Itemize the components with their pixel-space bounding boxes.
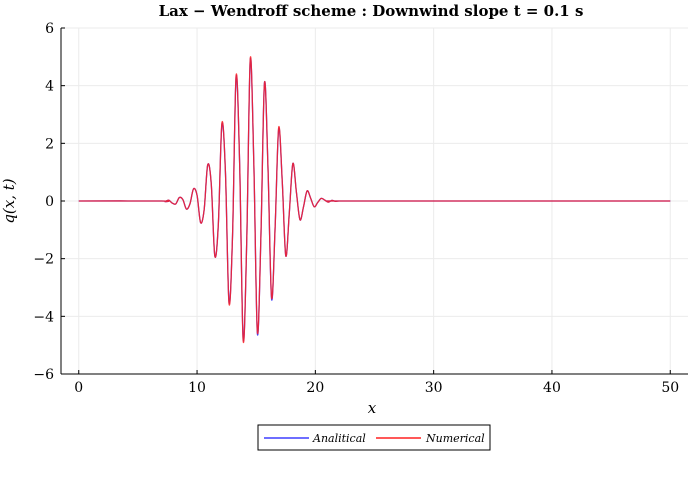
series [78, 56, 671, 344]
x-axis-label: x [368, 399, 377, 417]
y-tick-label: 0 [45, 194, 54, 210]
y-tick-label: 2 [45, 136, 54, 152]
series-line-analitical [78, 57, 671, 342]
x-tick-label: 10 [188, 380, 206, 396]
legend-label-numerical: Numerical [425, 432, 485, 445]
y-tick-label: −6 [33, 367, 54, 383]
x-tick-label: 40 [543, 380, 561, 396]
series-line-numerical [78, 56, 671, 344]
x-tick-label: 30 [425, 380, 443, 396]
x-tick-label: 0 [74, 380, 83, 396]
y-tick-label: 4 [45, 79, 54, 95]
legend-label-analitical: Analitical [312, 432, 366, 445]
y-tick-label: −2 [33, 252, 54, 268]
ticks: 0 10 20 30 40 50 −6 −4 −2 0 2 4 6 [33, 21, 679, 396]
y-axis-label: q(x, t) [0, 178, 18, 223]
chart-title: Lax − Wendroff scheme : Downwind slope t… [159, 2, 584, 20]
y-tick-label: 6 [45, 21, 54, 37]
y-tick-label: −4 [33, 309, 54, 325]
x-tick-label: 20 [306, 380, 324, 396]
x-tick-label: 50 [661, 380, 679, 396]
legend: Analitical Numerical [257, 424, 491, 451]
